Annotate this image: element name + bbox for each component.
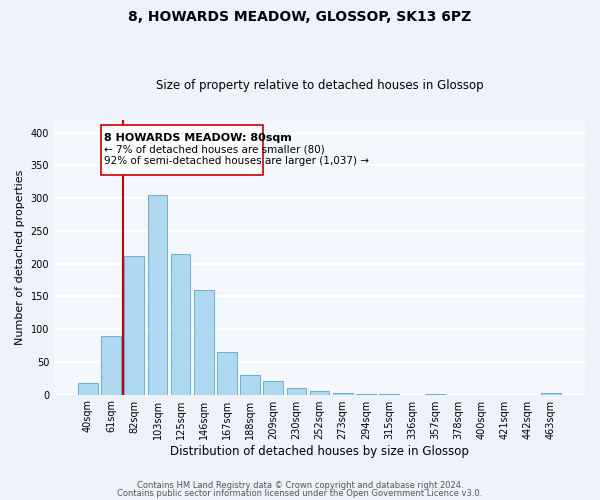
Title: Size of property relative to detached houses in Glossop: Size of property relative to detached ho… (156, 79, 484, 92)
Bar (310, 392, 329, 394)
Y-axis label: Number of detached properties: Number of detached properties (15, 170, 25, 345)
Text: 92% of semi-detached houses are larger (1,037) →: 92% of semi-detached houses are larger (… (104, 156, 369, 166)
FancyBboxPatch shape (101, 125, 263, 174)
Text: Contains public sector information licensed under the Open Government Licence v3: Contains public sector information licen… (118, 488, 482, 498)
Text: Contains HM Land Registry data © Crown copyright and database right 2024.: Contains HM Land Registry data © Crown c… (137, 481, 463, 490)
Bar (124, 256, 144, 394)
Bar (217, 352, 237, 395)
Bar (240, 375, 260, 394)
Bar (78, 384, 98, 394)
Bar (287, 388, 306, 394)
Bar (171, 254, 190, 394)
Bar (101, 336, 121, 394)
Text: 8 HOWARDS MEADOW: 80sqm: 8 HOWARDS MEADOW: 80sqm (104, 132, 292, 142)
Bar (194, 290, 214, 395)
Text: ← 7% of detached houses are smaller (80): ← 7% of detached houses are smaller (80) (104, 144, 325, 154)
Bar (263, 382, 283, 394)
Text: 8, HOWARDS MEADOW, GLOSSOP, SK13 6PZ: 8, HOWARDS MEADOW, GLOSSOP, SK13 6PZ (128, 10, 472, 24)
Bar (148, 195, 167, 394)
X-axis label: Distribution of detached houses by size in Glossop: Distribution of detached houses by size … (170, 444, 469, 458)
